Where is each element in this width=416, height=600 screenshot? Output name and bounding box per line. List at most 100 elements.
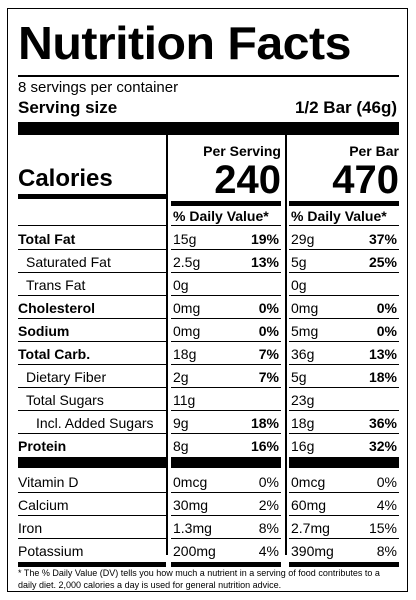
serving-size-label: Serving size	[18, 98, 118, 117]
column-divider-left	[166, 135, 168, 555]
row-rule-1	[171, 341, 281, 342]
row-rule-1	[171, 249, 281, 250]
vitamin-rule-1	[171, 515, 281, 516]
title-divider	[18, 75, 399, 77]
vitamin-rule-2	[289, 515, 399, 516]
row-rule-1	[171, 364, 281, 365]
row-rule-2	[289, 364, 399, 365]
protein-thick-rule-1	[171, 457, 281, 468]
bar-dv: 8%	[376, 543, 397, 559]
vitamin-rule-0	[18, 538, 166, 539]
bar-amount: 60mg	[291, 497, 327, 513]
serving-dv: 8%	[258, 520, 279, 536]
dv-header-rule-1	[171, 225, 281, 226]
serving-amount: 0mcg	[173, 474, 208, 490]
bar-amount: 29g	[291, 231, 315, 247]
row-rule-1	[171, 387, 281, 388]
row-rule-2	[289, 318, 399, 319]
bar-dv: 18%	[368, 369, 397, 385]
serving-amount: 18g	[173, 346, 197, 362]
vitamin-rule-1	[171, 492, 281, 493]
serving-amount: 15g	[173, 231, 197, 247]
per-bar-header: Per Bar	[349, 143, 399, 159]
nutrient-name: Sodium	[18, 323, 70, 339]
dv-header-rule-0	[18, 225, 166, 226]
bar-dv: 4%	[376, 497, 397, 513]
nutrient-name: Total Fat	[18, 231, 76, 247]
serving-dv: 0%	[258, 323, 279, 339]
footnote: * The % Daily Value (DV) tells you how m…	[18, 568, 380, 590]
serving-amount: 9g	[173, 415, 189, 431]
nutrient-name: Total Carb.	[18, 346, 91, 362]
bar-amount: 390mg	[291, 543, 334, 559]
serving-dv: 4%	[258, 543, 279, 559]
bar-amount: 18g	[291, 415, 315, 431]
row-rule-2	[289, 295, 399, 296]
serving-amount: 1.3mg	[173, 520, 212, 536]
row-rule-0	[18, 318, 166, 319]
bar-amount: 5g	[291, 369, 307, 385]
serving-dv: 16%	[250, 438, 279, 454]
nutrient-name: Incl. Added Sugars	[36, 415, 154, 431]
vitamin-rule-0	[18, 492, 166, 493]
serving-dv: 13%	[250, 254, 279, 270]
bar-dv: 0%	[376, 300, 397, 316]
vitamin-name: Vitamin D	[18, 474, 79, 490]
serving-dv: 7%	[258, 369, 279, 385]
servings-per-container: 8 servings per container	[18, 79, 179, 96]
serving-dv: 18%	[250, 415, 279, 431]
bar-dv: 32%	[368, 438, 397, 454]
row-rule-0	[18, 295, 166, 296]
nutrient-name: Protein	[18, 438, 67, 454]
bar-amount: 0g	[291, 277, 307, 293]
serving-dv: 2%	[258, 497, 279, 513]
calories-divider-serving	[171, 201, 281, 206]
calories-label: Calories	[18, 165, 113, 192]
calories-divider-label	[18, 194, 166, 199]
bar-dv: 13%	[368, 346, 397, 362]
vitamin-name: Potassium	[18, 543, 84, 559]
bar-dv: 0%	[376, 474, 397, 490]
nutrient-name: Trans Fat	[26, 277, 86, 293]
row-rule-1	[171, 410, 281, 411]
bar-dv-header: % Daily Value*	[291, 208, 387, 224]
serving-amount: 2g	[173, 369, 189, 385]
per-bar-calories: 470	[332, 158, 399, 202]
serving-amount: 30mg	[173, 497, 209, 513]
serving-amount: 200mg	[173, 543, 216, 559]
row-rule-0	[18, 272, 166, 273]
bar-amount: 0mg	[291, 300, 319, 316]
serving-amount: 11g	[173, 392, 196, 408]
row-rule-1	[171, 318, 281, 319]
row-rule-2	[289, 410, 399, 411]
bar-dv: 37%	[368, 231, 397, 247]
serving-amount: 0mg	[173, 300, 201, 316]
bar-amount: 16g	[291, 438, 315, 454]
bottom-thick-rule-2	[289, 562, 399, 567]
serving-dv-header: % Daily Value*	[173, 208, 269, 224]
bar-dv: 25%	[368, 254, 397, 270]
bottom-thick-rule-1	[171, 562, 281, 567]
row-rule-0	[18, 249, 166, 250]
vitamin-name: Iron	[18, 520, 43, 536]
row-rule-2	[289, 433, 399, 434]
bar-dv: 0%	[376, 323, 397, 339]
bar-amount: 5mg	[291, 323, 319, 339]
row-rule-2	[289, 387, 399, 388]
nutrient-name: Total Sugars	[26, 392, 104, 408]
serving-dv: 0%	[258, 300, 279, 316]
row-rule-0	[18, 410, 166, 411]
nutrient-name: Saturated Fat	[26, 254, 111, 270]
serving-size-divider	[18, 122, 399, 135]
row-rule-1	[171, 295, 281, 296]
protein-thick-rule-0	[18, 457, 166, 468]
protein-thick-rule-2	[289, 457, 399, 468]
calories-divider-bar	[289, 201, 399, 206]
row-rule-0	[18, 364, 166, 365]
row-rule-0	[18, 433, 166, 434]
vitamin-rule-0	[18, 515, 166, 516]
vitamin-rule-2	[289, 492, 399, 493]
bar-dv: 15%	[368, 520, 397, 536]
row-rule-1	[171, 433, 281, 434]
bar-amount: 23g	[291, 392, 315, 408]
